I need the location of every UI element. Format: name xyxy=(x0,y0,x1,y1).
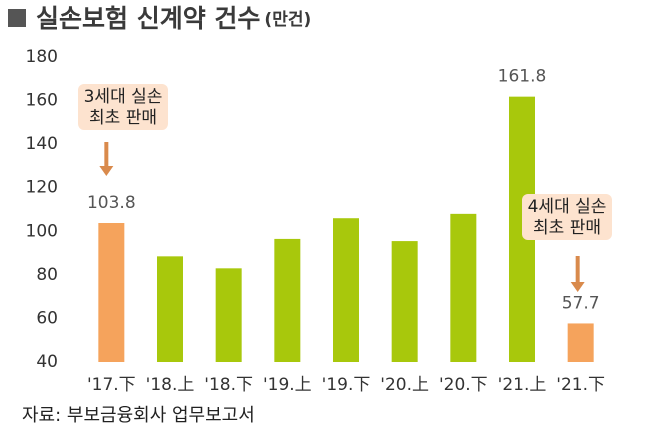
value-label: 103.8 xyxy=(87,193,136,213)
x-tick-label: '19.上 xyxy=(263,375,312,395)
y-tick-label: 100 xyxy=(26,221,58,241)
chart-title: 실손보험 신계약 건수 (만건) xyxy=(36,4,311,33)
x-tick-label: '18.上 xyxy=(146,375,195,395)
x-tick-label: '20.下 xyxy=(439,375,488,395)
annotation-text: 최초 판매 xyxy=(533,218,601,238)
x-tick-label: '18.下 xyxy=(204,375,253,395)
bar xyxy=(450,213,477,362)
x-tick-label: '21.下 xyxy=(556,375,605,395)
y-tick-label: 80 xyxy=(36,265,58,285)
bar xyxy=(215,268,242,362)
y-tick-label: 180 xyxy=(26,47,58,67)
annotation-text: 3세대 실손 xyxy=(84,87,163,107)
value-label: 57.7 xyxy=(562,293,600,313)
bar xyxy=(333,218,359,362)
bar xyxy=(98,223,125,362)
bar xyxy=(567,323,594,362)
y-tick-label: 140 xyxy=(26,134,58,154)
x-tick-label: '17.下 xyxy=(87,375,136,395)
bar xyxy=(391,241,418,362)
annotation-text: 최초 판매 xyxy=(89,108,157,128)
title-text: 실손보험 신계약 건수 xyxy=(36,4,260,33)
annotation-text: 4세대 실손 xyxy=(528,197,607,217)
value-label: 161.8 xyxy=(498,67,547,87)
title-marker xyxy=(8,9,26,27)
bar xyxy=(157,256,183,362)
source: 자료: 부보금융회사 업무보고서 xyxy=(22,405,255,426)
bar xyxy=(274,238,301,362)
y-tick-label: 60 xyxy=(36,308,58,328)
arrow-head xyxy=(570,282,585,292)
arrow-head xyxy=(99,166,114,176)
y-tick-label: 120 xyxy=(26,178,58,198)
y-tick-label: 160 xyxy=(26,91,58,111)
x-tick-label: '19.下 xyxy=(322,375,371,395)
unit: (만건) xyxy=(264,10,311,30)
y-tick-label: 40 xyxy=(36,352,58,372)
x-tick-label: '20.上 xyxy=(380,375,429,395)
annotation-box xyxy=(522,194,612,240)
x-tick-label: '21.上 xyxy=(498,375,547,395)
annotation-box xyxy=(78,84,168,130)
